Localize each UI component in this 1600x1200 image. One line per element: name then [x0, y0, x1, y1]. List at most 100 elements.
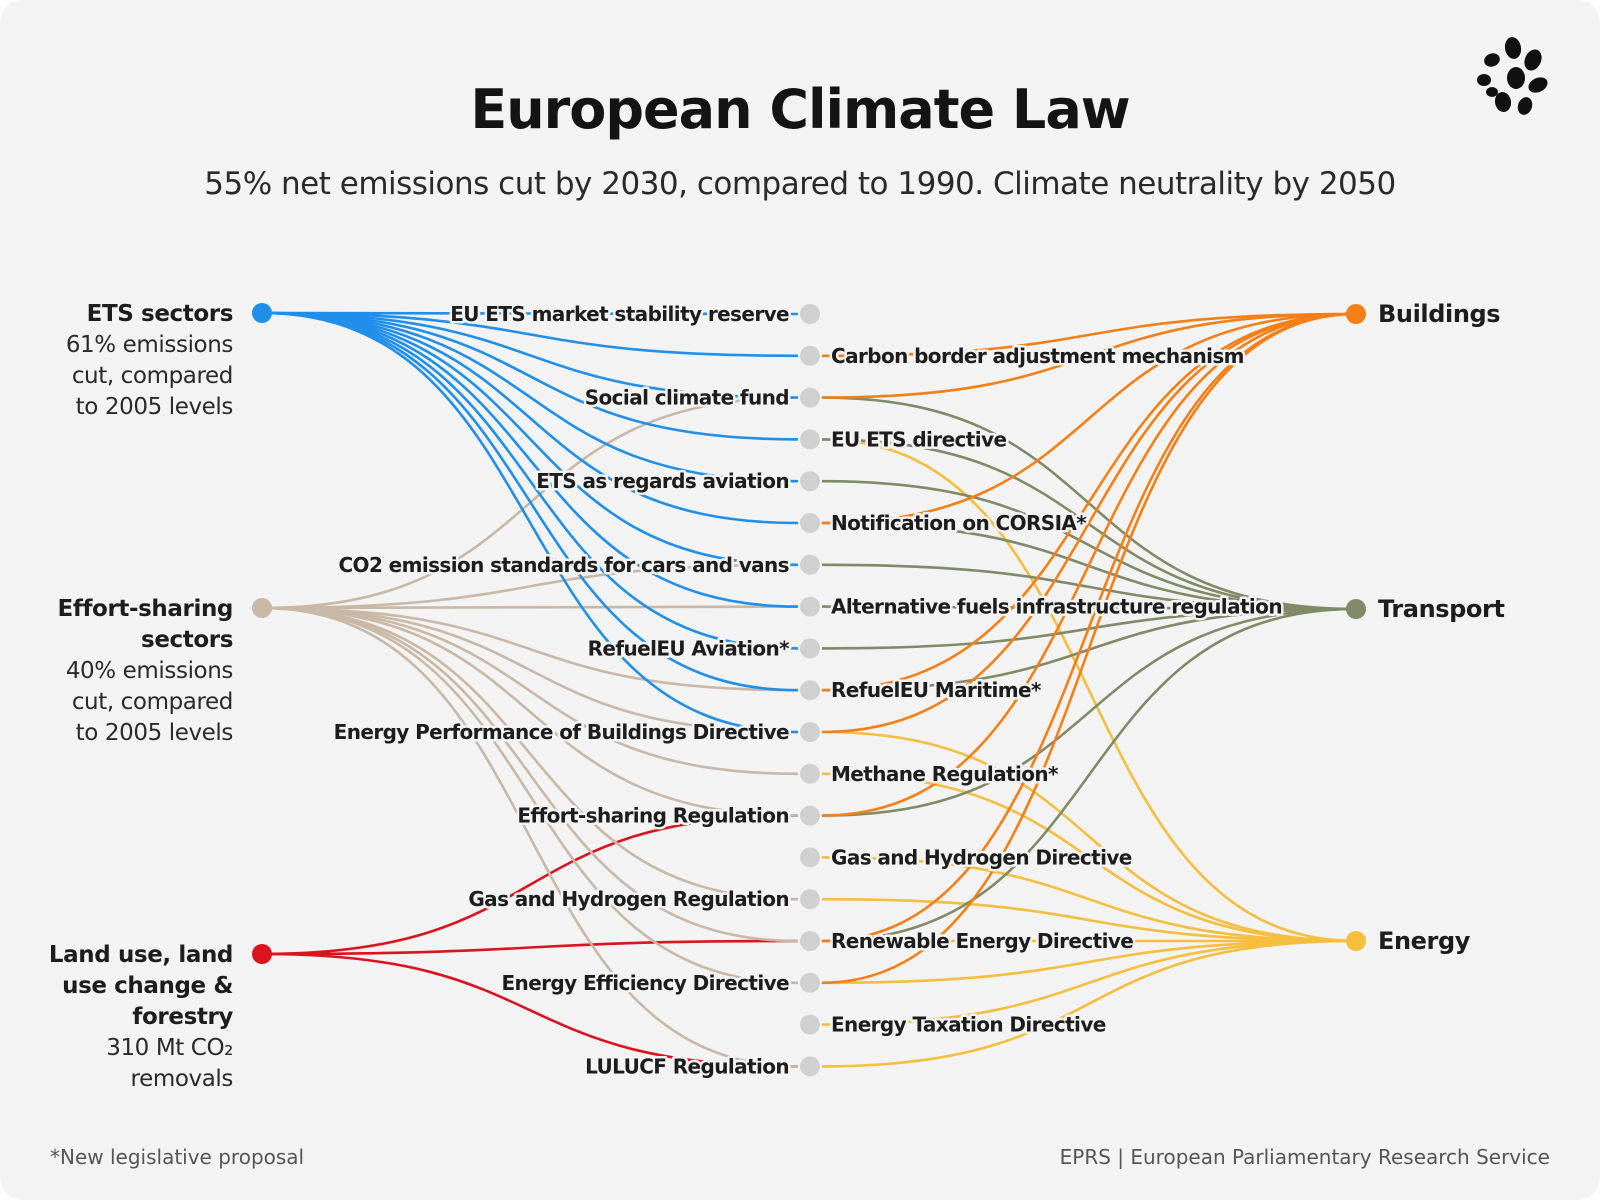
link-m17-energy	[821, 939, 1357, 985]
sector-node-lulucf	[252, 944, 272, 964]
sector-label-lulucf: forestry	[132, 1004, 233, 1030]
legislation-node-m2	[800, 345, 820, 366]
link-m17-buildings	[821, 312, 1357, 985]
link-ets-m11	[261, 311, 799, 734]
legislation-label-halo: Energy Efficiency Directive	[502, 971, 790, 995]
link-m12-energy	[821, 772, 1357, 943]
legislation-label-m17: Energy Efficiency Directive	[502, 971, 790, 995]
link-esr-m11	[261, 606, 799, 734]
sector-node-ets	[252, 303, 272, 323]
legislation-node-m18	[800, 1014, 820, 1035]
link-esr-m16	[261, 606, 799, 943]
sector-label-ets: to 2005 levels	[76, 394, 233, 420]
link-m2-buildings	[821, 312, 1357, 358]
legislation-node-m1	[800, 304, 820, 324]
sector-label-esr: sectors	[141, 627, 233, 653]
legislation-node-m17	[800, 972, 820, 993]
link-esr-m19	[261, 606, 799, 1068]
sector-label-lulucf: Land use, land	[49, 942, 233, 968]
link-ets-m4	[261, 311, 799, 441]
link-esr-m15	[261, 606, 799, 901]
legislation-label-m13: Effort-sharing Regulation	[517, 804, 789, 828]
legislation-label-halo: CO2 emission standards for cars and vans	[338, 553, 789, 577]
link-m5-transport	[821, 479, 1357, 611]
link-esr-m8	[261, 605, 799, 610]
nodes	[252, 303, 1366, 1077]
legislation-node-m11	[800, 722, 820, 742]
legislation-label-m8: Alternative fuels infrastructure regulat…	[831, 595, 1282, 619]
sector-label-ets: cut, compared	[72, 363, 233, 389]
legislation-label-m19: LULUCF Regulation	[585, 1054, 789, 1078]
source-credit: EPRS | European Parliamentary Research S…	[1059, 1145, 1550, 1169]
legislation-node-m16	[800, 931, 820, 951]
legislation-node-m8	[800, 596, 820, 617]
legislation-node-m9	[800, 638, 820, 659]
legislation-label-halo: Renewable Energy Directive	[831, 929, 1133, 953]
legislation-label-halo: Energy Performance of Buildings Directiv…	[334, 720, 789, 744]
area-node-transport	[1346, 599, 1366, 619]
legislation-label-m7: CO2 emission standards for cars and vans	[338, 553, 789, 577]
link-esr-m7	[261, 563, 799, 610]
legislation-label-m6: Notification on CORSIA*	[831, 511, 1087, 535]
link-esr-m12	[261, 606, 799, 776]
legislation-label-halo: Energy Taxation Directive	[831, 1013, 1106, 1037]
sector-label-esr: to 2005 levels	[76, 720, 233, 746]
link-ets-m2	[261, 311, 799, 358]
area-node-energy	[1346, 931, 1366, 951]
legislation-node-m13	[800, 805, 820, 826]
legislation-node-m10	[800, 680, 820, 701]
legislation-node-m12	[800, 763, 820, 784]
legislation-label-m9: RefuelEU Aviation*	[588, 636, 791, 660]
legislation-label-m18: Energy Taxation Directive	[831, 1013, 1106, 1037]
area-label-transport: Transport	[1378, 595, 1505, 623]
legislation-label-m11: Energy Performance of Buildings Directiv…	[334, 720, 789, 744]
legislation-label-m14: Gas and Hydrogen Directive	[831, 845, 1132, 869]
sector-label-lulucf: use change &	[62, 973, 233, 999]
link-ets-m8	[261, 311, 799, 608]
legislation-label-halo: Carbon border adjustment mechanism	[831, 344, 1244, 368]
link-m10-buildings	[821, 312, 1357, 692]
link-m13-transport	[821, 607, 1357, 817]
link-m4-energy	[821, 438, 1357, 943]
legislation-label-halo: Social climate fund	[585, 386, 789, 410]
link-m16-buildings	[821, 312, 1357, 943]
legislation-label-m5: ETS as regards aviation	[536, 469, 789, 493]
page-title: European Climate Law	[470, 78, 1130, 141]
link-m14-energy	[821, 856, 1357, 943]
legislation-label-halo: ETS as regards aviation	[536, 469, 789, 493]
legislation-node-m5	[800, 471, 820, 492]
legislation-label-halo: EU ETS market stability reserve	[450, 302, 789, 326]
link-lulucf-m16	[261, 939, 799, 956]
link-m6-buildings	[821, 312, 1357, 525]
link-esr-m13	[261, 606, 799, 817]
link-m11-energy	[821, 730, 1357, 943]
legislation-label-halo: Gas and Hydrogen Regulation	[468, 887, 789, 911]
sector-label-esr: Effort-sharing	[58, 596, 233, 622]
legislation-label-m4: EU ETS directive	[831, 427, 1006, 451]
link-m11-buildings	[821, 312, 1357, 734]
page-subtitle: 55% net emissions cut by 2030, compared …	[204, 166, 1396, 202]
sector-node-esr	[252, 598, 272, 618]
legislation-label-halo: RefuelEU Maritime*	[831, 678, 1042, 702]
link-m19-energy	[821, 939, 1357, 1068]
legislation-node-m19	[800, 1056, 820, 1077]
link-m8-transport	[821, 605, 1357, 611]
legislation-label-halo: Notification on CORSIA*	[831, 511, 1087, 535]
sector-label-ets: 61% emissions	[66, 332, 233, 358]
legislation-label-halo: Methane Regulation*	[831, 762, 1059, 786]
sector-label-ets: ETS sectors	[87, 301, 233, 327]
link-ets-m1	[261, 311, 799, 316]
legislation-label-m1: EU ETS market stability reserve	[450, 302, 789, 326]
link-ets-m9	[261, 311, 799, 650]
area-label-energy: Energy	[1378, 927, 1471, 955]
legislation-label-halo: Gas and Hydrogen Directive	[831, 845, 1132, 869]
sector-label-lulucf: 310 Mt CO₂	[106, 1035, 233, 1061]
area-label-buildings: Buildings	[1378, 300, 1500, 328]
legislation-label-halo: Alternative fuels infrastructure regulat…	[831, 595, 1282, 619]
legislation-label-m16: Renewable Energy Directive	[831, 929, 1133, 953]
link-lulucf-m19	[261, 952, 799, 1068]
link-ets-m5	[261, 311, 799, 483]
